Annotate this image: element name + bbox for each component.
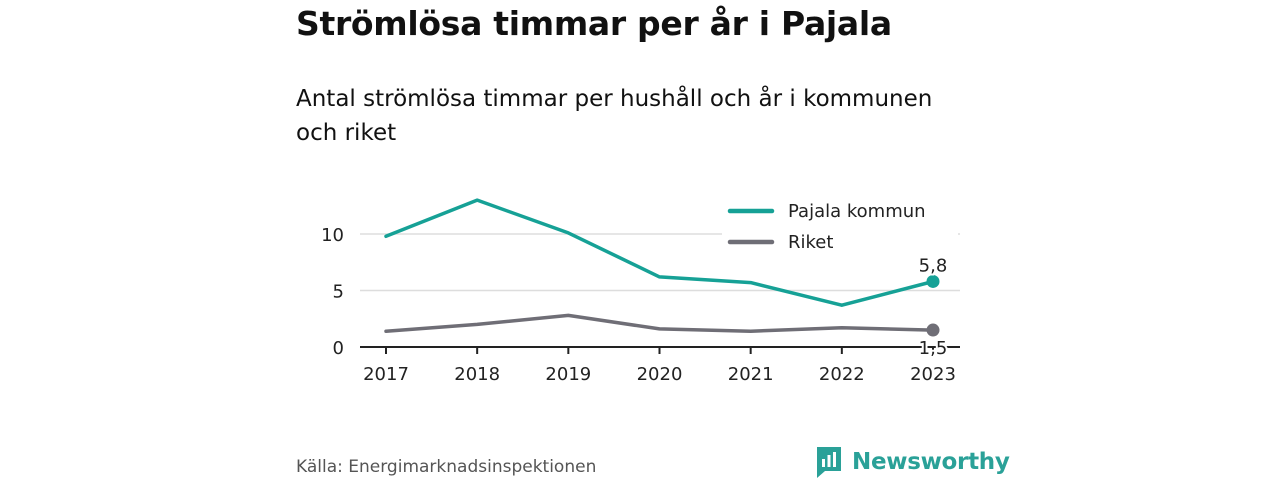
- series-end-point-pajala-kommun: [926, 274, 940, 288]
- chart-subtitle: Antal strömlösa timmar per hushåll och å…: [296, 86, 933, 146]
- x-tick-label: 2017: [363, 364, 409, 385]
- brand-name: Newsworthy: [852, 449, 1010, 475]
- data-label-riket: 1,5: [919, 338, 948, 359]
- series-end-point-riket: [926, 323, 940, 337]
- y-tick-label: 10: [321, 225, 344, 246]
- legend-label: Riket: [788, 232, 833, 253]
- newsworthy-logo-icon: [817, 447, 841, 478]
- x-tick-label: 2021: [728, 364, 774, 385]
- x-tick-label: 2018: [454, 364, 500, 385]
- chart-title: Strömlösa timmar per år i Pajala: [296, 4, 892, 43]
- x-tick-label: 2023: [910, 364, 956, 385]
- x-tick-label: 2020: [637, 364, 683, 385]
- data-label-pajala-kommun: 5,8: [919, 255, 948, 276]
- legend-background: [722, 194, 958, 258]
- y-tick-label: 0: [333, 338, 344, 359]
- y-tick-label: 5: [333, 282, 344, 303]
- source-note: Källa: Energimarknadsinspektionen: [296, 457, 597, 477]
- x-tick-label: 2022: [819, 364, 865, 385]
- series-line-riket: [384, 313, 935, 333]
- legend-label: Pajala kommun: [788, 201, 926, 222]
- newsworthy-logo: Newsworthy: [814, 444, 1010, 480]
- x-tick-label: 2019: [545, 364, 591, 385]
- series-line-pajala-kommun: [384, 198, 935, 307]
